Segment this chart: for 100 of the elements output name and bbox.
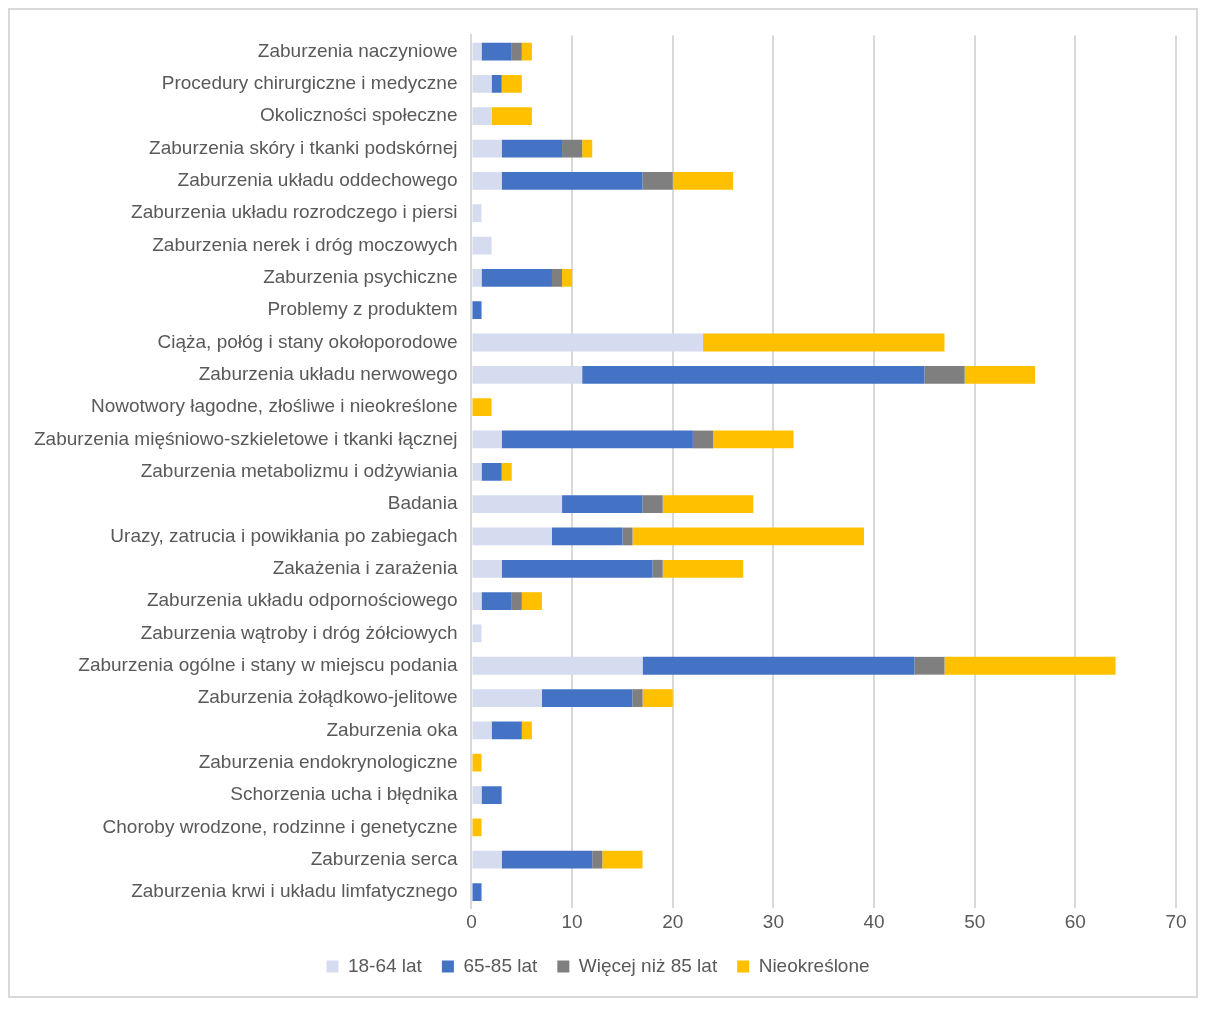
x-tick-label: 10 bbox=[561, 910, 583, 932]
bar bbox=[964, 365, 1036, 384]
y-tick-label: Zaburzenia ogólne i stany w miejscu podania bbox=[78, 653, 458, 675]
y-tick-label: Zaburzenia nerek i dróg moczowych bbox=[152, 233, 458, 255]
y-tick-label: Procedury chirurgiczne i medyczne bbox=[161, 72, 458, 94]
bar bbox=[521, 592, 542, 610]
bar bbox=[501, 430, 693, 449]
bar bbox=[541, 689, 633, 707]
bar bbox=[472, 75, 492, 93]
bar bbox=[602, 850, 643, 869]
x-tick-label: 30 bbox=[762, 910, 784, 932]
bar bbox=[592, 850, 603, 869]
bar bbox=[472, 689, 542, 707]
bar bbox=[642, 171, 673, 190]
y-tick-label: Okoliczności społeczne bbox=[259, 104, 458, 126]
bar bbox=[501, 559, 653, 578]
bar bbox=[481, 42, 512, 61]
bar bbox=[632, 689, 643, 707]
y-tick-label: Zaburzenia układu odpornościowego bbox=[146, 589, 458, 611]
bar bbox=[501, 75, 522, 93]
bar bbox=[622, 527, 633, 546]
bar bbox=[551, 268, 563, 287]
y-tick-label: Zakażenia i zarażenia bbox=[272, 557, 458, 579]
bar bbox=[562, 495, 643, 514]
y-tick-label: Zaburzenia psychiczne bbox=[263, 266, 458, 288]
y-tick-label: Ciąża, połóg i stany okołoporodowe bbox=[157, 330, 458, 352]
y-tick-label: Zaburzenia endokrynologiczne bbox=[198, 750, 458, 772]
bar bbox=[672, 171, 734, 190]
bar bbox=[472, 42, 482, 61]
bar bbox=[501, 462, 512, 481]
bar bbox=[944, 656, 1116, 675]
bar bbox=[521, 42, 532, 61]
bar bbox=[562, 139, 583, 158]
bar bbox=[713, 430, 794, 449]
bar bbox=[562, 268, 573, 287]
bar bbox=[501, 171, 643, 190]
legend-label: Więcej niż 85 lat bbox=[578, 954, 718, 976]
bar bbox=[914, 656, 945, 675]
bar bbox=[472, 559, 502, 578]
bar bbox=[501, 850, 593, 869]
bar bbox=[472, 171, 502, 190]
x-tick-label: 0 bbox=[466, 910, 477, 932]
bar bbox=[472, 495, 563, 514]
bar bbox=[551, 527, 623, 546]
bar bbox=[662, 495, 754, 514]
legend-label: 18-64 lat bbox=[347, 954, 423, 976]
bar bbox=[472, 753, 482, 772]
legend-label: 65-85 lat bbox=[463, 954, 539, 976]
bar bbox=[924, 365, 965, 384]
bar bbox=[481, 268, 552, 287]
y-tick-label: Urazy, zatrucia i powikłania po zabiegach bbox=[110, 524, 458, 546]
bar bbox=[702, 333, 945, 352]
bar bbox=[632, 527, 864, 546]
bar bbox=[582, 139, 593, 158]
bar bbox=[472, 107, 492, 126]
bar bbox=[472, 592, 482, 610]
bar bbox=[472, 236, 492, 255]
bar bbox=[642, 689, 673, 707]
bar bbox=[472, 333, 703, 352]
y-tick-label: Zaburzenia mięśniowo-szkieletowe i tkanki łącznej bbox=[34, 427, 458, 449]
y-tick-label: Badania bbox=[387, 492, 458, 514]
y-tick-label: Zaburzenia skóry i tkanki podskórnej bbox=[149, 136, 458, 158]
y-tick-label: Nowotwory łagodne, złośliwe i nieokreślone bbox=[91, 395, 458, 417]
x-tick-label: 60 bbox=[1064, 910, 1086, 932]
legend-label: Nieokreślone bbox=[758, 954, 870, 976]
bar bbox=[472, 624, 482, 643]
bar bbox=[472, 139, 502, 158]
x-tick-label: 50 bbox=[964, 910, 986, 932]
bar bbox=[472, 462, 482, 481]
bar bbox=[472, 430, 502, 449]
bar bbox=[472, 204, 482, 223]
y-tick-label: Zaburzenia naczyniowe bbox=[257, 39, 458, 61]
y-tick-label: Zaburzenia układu rozrodczego i piersi bbox=[131, 201, 458, 223]
x-tick-label: 40 bbox=[863, 910, 885, 932]
y-tick-label: Zaburzenia wątroby i dróg żółciowych bbox=[140, 621, 458, 643]
y-tick-label: Schorzenia ucha i błędnika bbox=[230, 783, 458, 805]
y-tick-label: Zaburzenia serca bbox=[310, 847, 458, 869]
y-tick-label: Zaburzenia metabolizmu i odżywiania bbox=[140, 460, 458, 482]
bar bbox=[472, 527, 552, 546]
bar bbox=[642, 495, 663, 514]
x-tick-label: 70 bbox=[1165, 910, 1187, 932]
bar bbox=[582, 365, 925, 384]
bar bbox=[472, 268, 482, 287]
bar bbox=[472, 365, 583, 384]
x-tick-label: 20 bbox=[662, 910, 684, 932]
bar bbox=[481, 786, 502, 804]
bar bbox=[472, 656, 643, 675]
bar bbox=[662, 559, 744, 578]
bar bbox=[491, 75, 502, 93]
bar bbox=[642, 656, 915, 675]
bar bbox=[692, 430, 714, 449]
bar bbox=[472, 398, 492, 417]
bar bbox=[481, 592, 512, 610]
bar bbox=[511, 42, 522, 61]
bar bbox=[521, 721, 532, 740]
y-tick-label: Zaburzenia krwi i układu limfatycznego bbox=[131, 880, 458, 902]
bar bbox=[472, 301, 482, 320]
bar bbox=[481, 462, 502, 481]
bar bbox=[472, 883, 482, 901]
bar bbox=[472, 850, 502, 869]
